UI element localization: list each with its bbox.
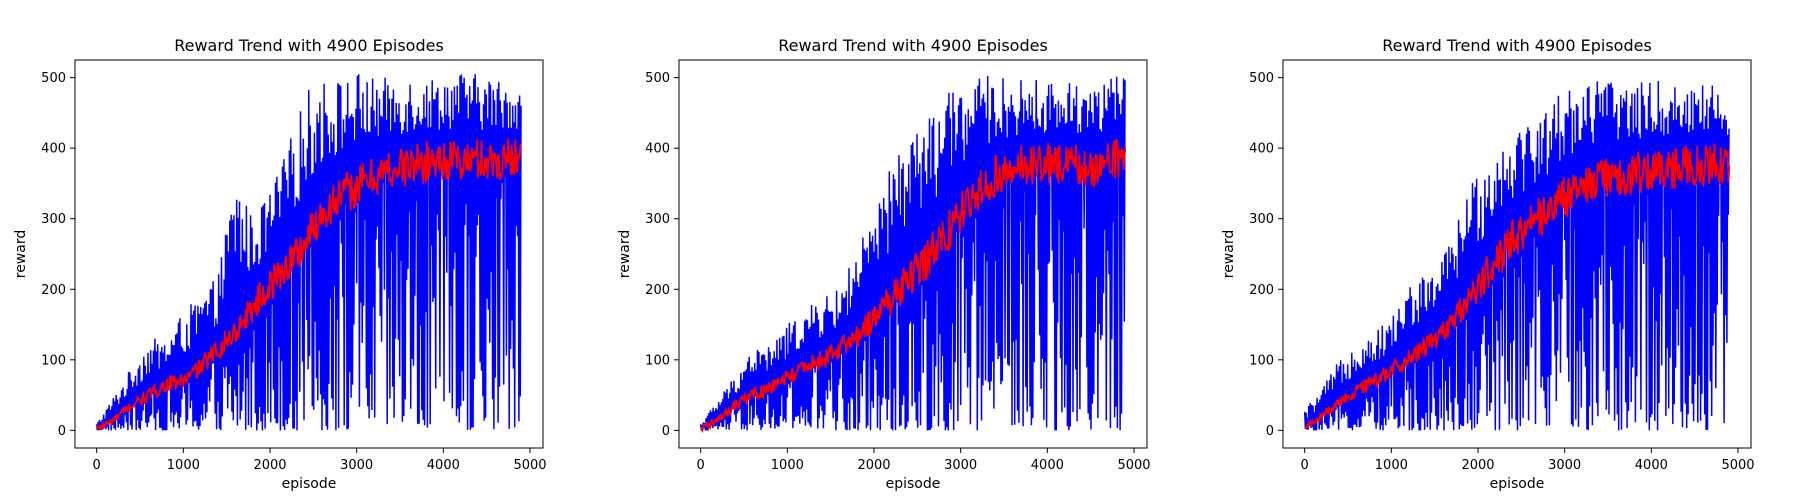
- y-tick-label: 0: [662, 424, 670, 439]
- x-tick-label: 1000: [1375, 458, 1408, 473]
- axes-frame: [678, 59, 1148, 449]
- y-tick-label: 500: [645, 71, 670, 86]
- raw-reward-line: [1303, 81, 1730, 431]
- x-tick-label: 3000: [944, 458, 977, 473]
- x-tick-label: 0: [697, 458, 705, 473]
- y-tick-label: 300: [41, 212, 66, 227]
- x-tick-label: 5000: [1117, 458, 1150, 473]
- raw-reward-line: [95, 74, 522, 431]
- y-tick-label: 400: [645, 142, 670, 157]
- x-tick-label: 5000: [1721, 458, 1754, 473]
- y-tick-label: 200: [41, 283, 66, 298]
- y-tick-label: 300: [645, 212, 670, 227]
- raw-reward-line: [699, 75, 1126, 431]
- y-tick-label: 400: [1249, 142, 1274, 157]
- y-tick-label: 0: [58, 424, 66, 439]
- y-tick-label: 400: [41, 142, 66, 157]
- x-tick-label: 2000: [857, 458, 890, 473]
- chart-title: Reward Trend with 4900 Episodes: [1382, 36, 1652, 55]
- axes-frame: [1282, 59, 1752, 449]
- x-tick-label: 3000: [340, 458, 373, 473]
- y-tick-label: 100: [645, 353, 670, 368]
- x-tick-label: 1000: [771, 458, 804, 473]
- chart-panel-1: 0 1000 2000 3000 4000 5000 0 100 200 300 400 500 Rew…: [13, 36, 547, 492]
- y-tick-label: 100: [1249, 353, 1274, 368]
- smoothed-reward-line: [700, 139, 1127, 434]
- x-tick-label: 4000: [427, 458, 460, 473]
- y-tick-label: 300: [1249, 212, 1274, 227]
- y-tick-label: 0: [1266, 424, 1274, 439]
- chart-panel-3: 0 1000 2000 3000 4000 5000 0 100 200 300 400 500 Rew…: [1221, 36, 1755, 492]
- chart-panel-2: 0 1000 2000 3000 4000 5000 0 100 200 300 400 500 Rew…: [617, 36, 1151, 492]
- x-tick-label: 5000: [513, 458, 546, 473]
- y-axis-label: reward: [617, 230, 633, 279]
- smoothed-reward-line: [95, 138, 523, 431]
- x-tick-label: 2000: [253, 458, 286, 473]
- x-tick-label: 2000: [1461, 458, 1494, 473]
- x-tick-label: 0: [93, 458, 101, 473]
- x-tick-label: 4000: [1635, 458, 1668, 473]
- y-axis-label: reward: [13, 230, 29, 279]
- x-axis-label: episode: [886, 476, 941, 492]
- y-tick-label: 200: [645, 283, 670, 298]
- x-tick-label: 3000: [1548, 458, 1581, 473]
- x-tick-label: 1000: [167, 458, 200, 473]
- y-tick-label: 100: [41, 353, 66, 368]
- axes-frame: [74, 59, 544, 449]
- chart-title: Reward Trend with 4900 Episodes: [778, 36, 1048, 55]
- x-axis-label: episode: [282, 476, 337, 492]
- y-tick-label: 200: [1249, 283, 1274, 298]
- smoothed-reward-line: [1304, 143, 1731, 430]
- y-tick-label: 500: [41, 71, 66, 86]
- x-tick-label: 4000: [1031, 458, 1064, 473]
- chart-title: Reward Trend with 4900 Episodes: [174, 36, 444, 55]
- x-tick-label: 0: [1301, 458, 1309, 473]
- y-tick-label: 500: [1249, 71, 1274, 86]
- y-axis-label: reward: [1221, 230, 1237, 279]
- x-axis-label: episode: [1490, 476, 1545, 492]
